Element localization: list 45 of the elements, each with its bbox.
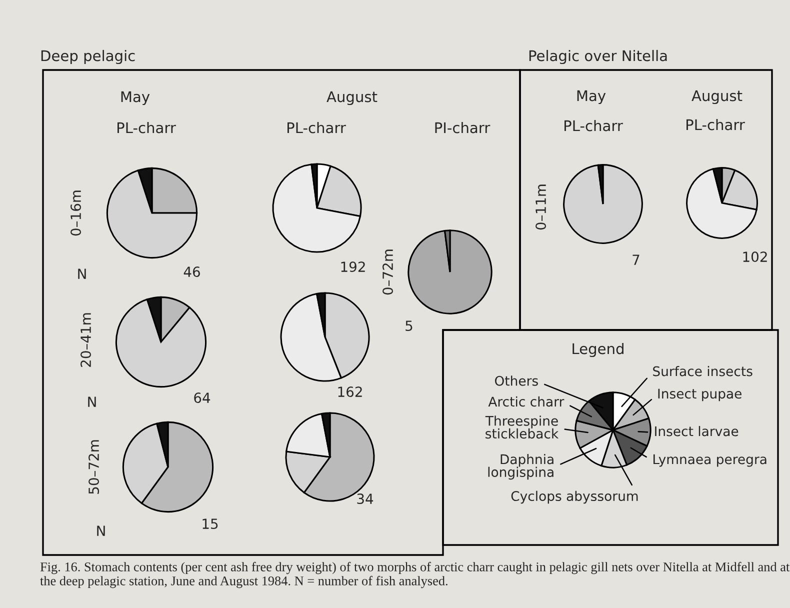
text: 34 [357, 494, 374, 504]
text: N [78, 268, 86, 279]
pie-slice [115, 298, 207, 388]
text: 46 [184, 266, 200, 278]
caption: Fig. 16. Stomach contents (per cent ash free dry weight) of two morphs of arctic charr caught in pelagic gill nets over Nitella at Midfell and at the deep pelagic station, June and August 1984. N = number of fish analysed. [40, 562, 790, 588]
chart-subtitle: PL-charr [686, 118, 745, 130]
chart-title: August [326, 91, 378, 106]
chart-subtitle: PL-charr [288, 122, 346, 134]
slice-label: Daphnia longispina [488, 454, 554, 480]
text: 0–72m [382, 250, 394, 295]
text: N [88, 396, 96, 407]
slice-label: Cyclops abyssorum [511, 490, 638, 504]
chart-title: August [692, 90, 742, 104]
text: 162 [338, 386, 362, 398]
pie-slice [686, 168, 758, 239]
slice-label: Lymnaea peregra [653, 454, 766, 467]
text: 50–72m [88, 440, 100, 494]
text: 102 [743, 252, 767, 262]
chart-subtitle: PI-charr [435, 122, 490, 134]
slice-label: Insect larvae [655, 426, 738, 436]
chart-subtitle: PL-charr [564, 120, 623, 132]
chart-subtitle: PL-charr [118, 122, 176, 134]
slice-label: Threespine stickleback [485, 416, 559, 439]
pie-slice [563, 164, 643, 244]
pie-slice [408, 230, 492, 314]
slice-label: Arctic charr [488, 396, 564, 407]
text: 0–16m [70, 190, 82, 236]
pie-slice [106, 170, 198, 259]
text: Deep pelagic [41, 50, 135, 64]
text: 20–41m [80, 313, 92, 367]
chart-title: May [121, 91, 150, 106]
text: 64 [194, 392, 210, 404]
text: 0–11m [536, 184, 546, 230]
slice-label: Others [495, 376, 538, 386]
text: 7 [632, 254, 640, 265]
text: Pelagic over Nitella [529, 50, 667, 64]
slice-label: Surface insects [653, 366, 752, 376]
text: 15 [202, 518, 218, 530]
chart-title: Legend [572, 342, 624, 358]
text: N [97, 526, 105, 536]
text: 5 [406, 320, 412, 332]
pie-slice [272, 164, 361, 253]
slice-label: Insect pupae [658, 388, 742, 402]
chart-title: May [577, 90, 606, 104]
text: 192 [341, 262, 365, 272]
